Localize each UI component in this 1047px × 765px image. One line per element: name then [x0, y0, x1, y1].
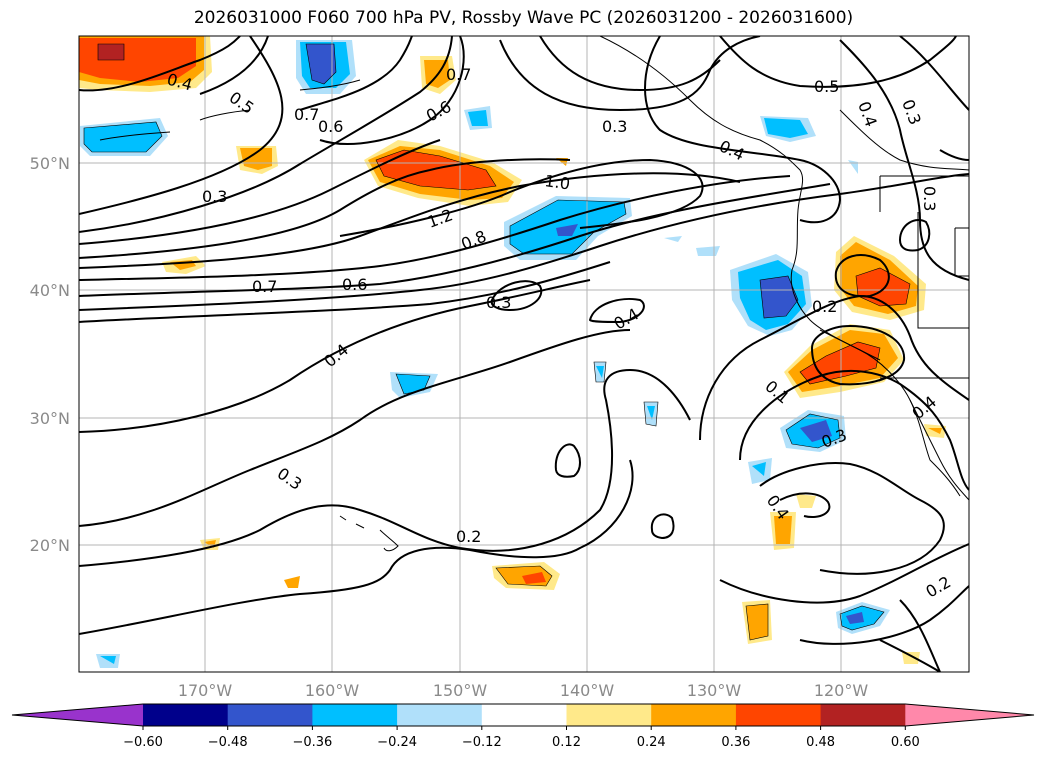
lon-label-160w: 160°W — [305, 681, 360, 700]
colorbar-tick-label: −0.48 — [208, 735, 248, 750]
colorbar: −0.60 −0.48 −0.36 −0.24 −0.12 0.12 0.24 0.36 0.4… — [11, 703, 1035, 750]
colorbar-tick-label: 0.36 — [721, 735, 750, 750]
figure-title: 2026031000 F060 700 hPa PV, Rossby Wave … — [193, 8, 854, 28]
anomaly-positive-central — [364, 140, 522, 206]
contour-label: 0.4 — [716, 136, 747, 164]
pv-contours — [79, 36, 969, 672]
lat-label-50n: 50°N — [30, 154, 70, 173]
colorbar-tick-label: −0.60 — [123, 735, 163, 750]
anomaly-negative-north — [296, 40, 356, 94]
lat-label-40n: 40°N — [30, 281, 70, 300]
contour-label: 0.3 — [202, 187, 227, 206]
anomaly-positive-northeast — [834, 236, 926, 320]
colorbar-segment — [227, 704, 313, 726]
contour-label: 0.6 — [318, 117, 343, 136]
map-frame — [78, 35, 970, 673]
colorbar-ticks: −0.60 −0.48 −0.36 −0.24 −0.12 0.12 0.24 0.36 0.4… — [123, 726, 920, 750]
contour-label: 0.3 — [274, 464, 306, 494]
lat-label-20n: 20°N — [30, 536, 70, 555]
contour-label: 0.1 — [761, 377, 793, 408]
contour-label: 0.3 — [602, 117, 627, 136]
colorbar-segment — [566, 704, 652, 726]
colorbar-tick-label: −0.12 — [462, 735, 502, 750]
contour-label: 0.3 — [920, 186, 939, 211]
lon-label-130w: 130°W — [687, 681, 742, 700]
contour-label: 0.6 — [342, 275, 367, 294]
colorbar-tick-label: 0.60 — [891, 735, 920, 750]
contour-label: 0.7 — [446, 65, 471, 84]
lat-tick-labels: 50°N 40°N 30°N 20°N — [30, 154, 70, 555]
lon-label-170w: 170°W — [178, 681, 233, 700]
lon-label-120w: 120°W — [814, 681, 869, 700]
colorbar-extend-low — [12, 704, 143, 726]
rossby-wave-pc-shading — [79, 36, 946, 668]
colorbar-segment — [651, 704, 737, 726]
colorbar-tick-label: 0.12 — [552, 735, 581, 750]
lat-label-30n: 30°N — [30, 409, 70, 428]
lon-label-140w: 140°W — [560, 681, 615, 700]
contour-label: 1.0 — [543, 171, 571, 193]
contour-label: 0.5 — [814, 77, 839, 96]
contour-label: 0.8 — [458, 227, 489, 254]
anomaly-negative-west — [80, 118, 168, 156]
contour-label: 0.3 — [898, 97, 925, 127]
contour-label: 0.4 — [320, 340, 352, 371]
contour-label: 0.7 — [294, 105, 319, 124]
colorbar-tick-label: −0.36 — [292, 735, 332, 750]
contour-label: 0.4 — [611, 304, 643, 333]
contour-label: 0.2 — [812, 297, 837, 316]
contour-label: 0.4 — [854, 99, 881, 129]
contour-label: 0.2 — [923, 572, 955, 601]
graticule-gridlines — [79, 36, 969, 672]
colorbar-extend-high — [905, 704, 1034, 726]
contour-label: 0.2 — [456, 527, 481, 546]
colorbar-tick-label: 0.24 — [637, 735, 666, 750]
coastline — [99, 36, 969, 552]
colorbar-segment — [481, 704, 567, 726]
anomaly-positive-northwest — [79, 36, 212, 92]
lon-label-150w: 150°W — [433, 681, 488, 700]
anomaly-positive-southeast — [784, 324, 904, 398]
contour-label: 1.2 — [425, 205, 455, 232]
contour-label: 0.7 — [252, 277, 277, 296]
colorbar-segments — [11, 703, 1035, 727]
anomaly-negative-coast — [730, 254, 812, 336]
colorbar-segment — [312, 704, 398, 726]
colorbar-segment — [143, 704, 229, 726]
colorbar-segment — [820, 704, 906, 726]
colorbar-segment — [397, 704, 483, 726]
colorbar-tick-label: −0.24 — [377, 735, 417, 750]
colorbar-segment — [735, 704, 822, 726]
colorbar-tick-label: 0.48 — [806, 735, 835, 750]
contour-label: 0.5 — [226, 88, 258, 118]
contour-label: 0.3 — [486, 293, 511, 312]
lon-tick-labels: 170°W 160°W 150°W 140°W 130°W 120°W — [178, 681, 869, 700]
